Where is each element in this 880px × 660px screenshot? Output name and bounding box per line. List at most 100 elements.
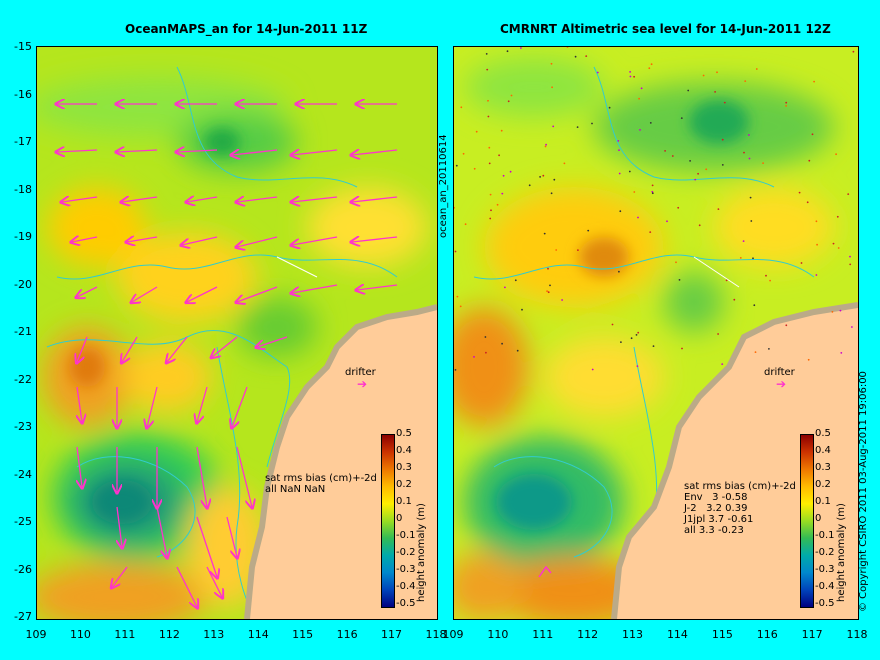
drifter-track-right [538,565,552,578]
velocity-vector [187,197,218,202]
track-point [717,208,720,211]
track-point [514,279,517,282]
track-point [815,220,818,223]
track-point [840,352,843,354]
track-point [528,184,531,187]
colorbar-tick-label: -0.1 [396,530,416,541]
track-point [516,349,519,352]
x-tick-label: 117 [381,628,403,641]
track-point [485,351,487,354]
track-point [742,240,745,243]
velocity-vector [117,506,122,547]
track-point [620,341,622,343]
track-point [487,99,489,102]
velocity-vector [187,286,218,302]
drifter-label-right: drifter [764,367,795,378]
track-point [705,168,708,171]
y-tick-label: -21 [14,325,32,338]
right-map-panel: sat rms bias (cm)+-2d Env 3 -0.58 J-2 3.2 … [453,46,859,620]
left-map [37,47,437,619]
velocity-vector [182,236,218,245]
track-point [488,146,491,149]
velocity-vector [257,336,288,347]
track-point [702,74,705,77]
track-point [768,348,770,350]
track-point [504,286,506,289]
colorbar-tick-label: -0.2 [815,547,835,558]
track-point [618,149,620,151]
track-point [454,206,455,209]
track-point [694,178,697,181]
x-tick-label: 111 [532,628,554,641]
track-point [543,232,546,235]
colorbar-left-label: height anomaly (m) [416,503,427,602]
velocity-vector [352,150,398,155]
velocity-vector [196,516,217,577]
track-point [678,279,681,281]
side-label: ocean_an_20110614 [438,134,449,238]
colorbar-tick-label: 0 [815,513,822,524]
colorbar-tick-label: 0.2 [396,479,412,490]
track-point [648,67,651,70]
colorbar-tick-label: 0.3 [396,462,412,473]
drifter-arrow-right: ➔ [776,377,787,391]
track-point [550,192,553,195]
colorbar-tick-label: -0.2 [396,547,416,558]
track-point [611,323,614,326]
track-point [651,192,654,195]
velocity-vector [112,566,128,587]
velocity-vector [77,386,82,422]
track-point [650,63,653,66]
track-point [652,345,655,347]
track-point [721,363,724,365]
colorbar-tick-label: 0.5 [815,428,831,439]
colorbar-tick-label: 0.2 [815,479,831,490]
track-point [501,342,503,345]
velocity-vector [237,197,278,202]
track-point [815,274,818,276]
track-point [521,308,523,311]
track-point [591,122,593,125]
track-point [608,106,611,109]
track-point [456,295,459,298]
land-australia-right [614,305,858,619]
section-line-right [693,256,740,288]
track-point [671,155,674,157]
section-line-left [276,256,318,278]
velocity-vector [177,150,218,152]
track-point [765,274,767,277]
track-point [697,172,699,175]
track-point [640,87,643,90]
track-point [754,351,757,353]
track-point [721,164,724,166]
track-point [561,299,563,301]
velocity-vector [232,386,248,427]
right-panel-title: CMRNRT Altimetric sea level for 14-Jun-2… [500,22,831,36]
track-point [689,160,691,162]
track-point [847,193,850,196]
stats-right: sat rms bias (cm)+-2d Env 3 -0.58 J-2 3.2 … [684,481,796,536]
track-point [484,336,487,338]
velocity-vector [176,566,197,607]
track-point [520,47,522,49]
track-point [633,191,636,193]
track-point [698,224,701,227]
track-point [849,263,852,266]
anomaly-cores-right [496,100,749,530]
x-tick-label: 112 [158,628,180,641]
velocity-vector [197,386,208,422]
colorbar-tick-label: -0.5 [396,598,416,609]
velocity-vector [196,446,207,507]
track-point [496,203,499,206]
track-point [547,291,550,294]
colorbar-tick-label: 0 [396,513,403,524]
y-tick-label: -20 [14,277,32,291]
velocity-vector [127,237,158,242]
track-point [664,150,666,152]
anomaly-field-left [37,77,427,619]
track-point [459,305,462,308]
track-point [549,284,551,287]
y-tick-label: -22 [14,372,32,386]
track-point [618,172,621,175]
track-point [454,250,457,253]
